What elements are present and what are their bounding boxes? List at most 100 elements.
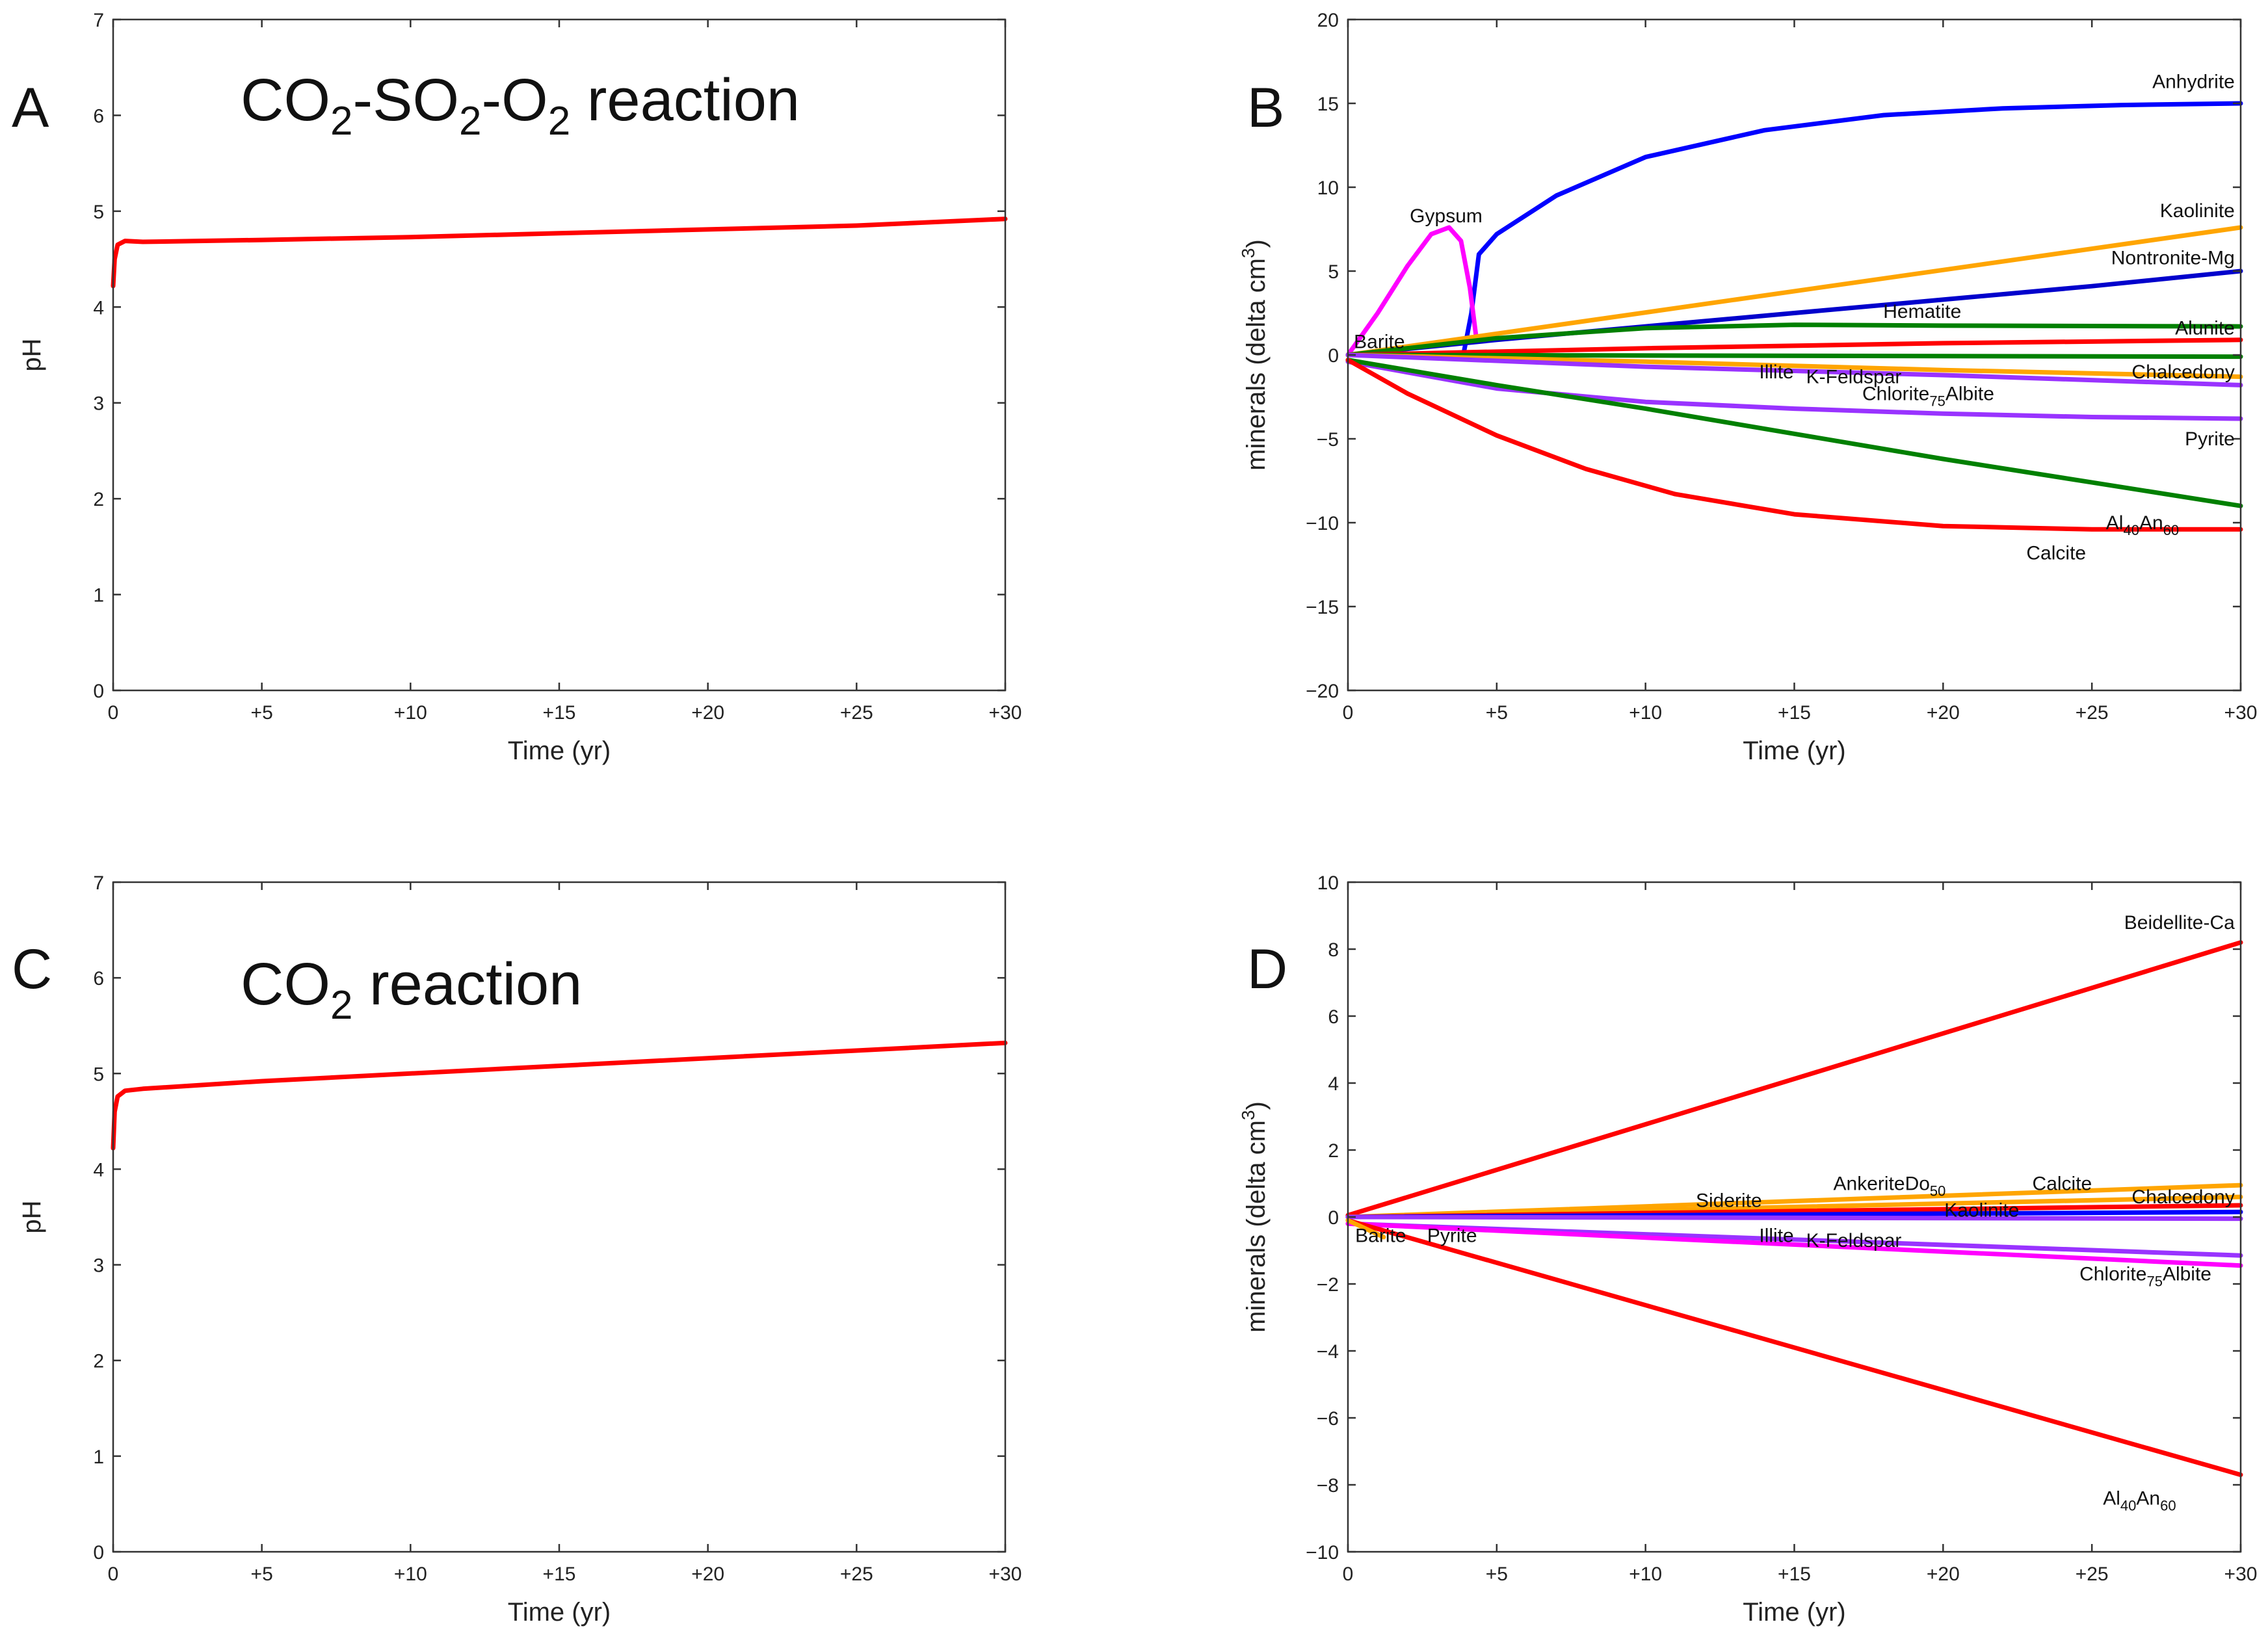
- panel-c-y-tick-label: 5: [93, 1064, 104, 1085]
- panel-b-label-hematite: Hematite: [1883, 301, 1961, 322]
- panel-c-title: CO2 reaction: [241, 951, 582, 1028]
- panel-b-series-gypsum: [1345, 225, 1479, 358]
- panel-b-label-gypsum: Gypsum: [1410, 205, 1483, 227]
- panel-c-x-tick-label: 0: [108, 1563, 119, 1585]
- panel-b-series-chalcedony: [1345, 352, 2243, 360]
- panel-d-y-tick-label: 4: [1328, 1073, 1339, 1095]
- panel-d-y-tick-label: −10: [1306, 1542, 1339, 1563]
- panel-d-x-tick-label: +20: [1927, 1563, 1960, 1585]
- panel-d-y-tick-label: 6: [1328, 1006, 1339, 1028]
- panel-b-y-axis-label: minerals (delta cm3): [1238, 239, 1271, 471]
- panel-letter-b: B: [1247, 77, 1284, 139]
- panel-d-label-chalcedony: Chalcedony: [2131, 1186, 2234, 1208]
- panel-letter-c: C: [12, 938, 52, 1001]
- panel-b-y-tick-label: 10: [1317, 177, 1339, 199]
- panel-d-x-tick-label: +5: [1486, 1563, 1508, 1585]
- panel-b-minerals-co2-so2-o2: B 0 +5 +10 +15 +20 +25 +30 −20 −15 −10 −5 0 5 10 15 20 T…: [1238, 10, 2257, 765]
- panel-d-series-chalcedony: [1345, 1214, 2243, 1222]
- panel-d-label-kaolinite: Kaolinite: [1944, 1200, 2019, 1222]
- panel-a-title: CO2-SO2-O2 reaction: [241, 67, 800, 144]
- panel-c-series-ph: [111, 1040, 1008, 1151]
- panel-d-label-siderite: Siderite: [1696, 1190, 1762, 1211]
- panel-c-y-tick-label: 1: [93, 1446, 104, 1468]
- panel-a-ph-co2-so2-o2: A CO2-SO2-O2 reaction 0 +5 +10 +15 +20 +25 +30…: [12, 10, 1022, 765]
- panel-b-x-tick-label: +15: [1778, 702, 1811, 724]
- panel-c-x-tick-label: +10: [394, 1563, 427, 1585]
- panel-b-x-tick-label: +10: [1629, 702, 1662, 724]
- panel-a-x-tick-label: 0: [108, 702, 119, 724]
- panel-b-x-tick-label: +5: [1486, 702, 1508, 724]
- panel-a-y-tick-label: 1: [93, 585, 104, 607]
- panel-a-x-tick-label: +25: [840, 702, 873, 724]
- panel-a-x-tick-label: +5: [251, 702, 273, 724]
- panel-a-y-tick-label: 6: [93, 105, 104, 127]
- panel-c-x-axis-label: Time (yr): [508, 1598, 611, 1627]
- panel-b-label-kaolinite: Kaolinite: [2160, 200, 2235, 222]
- panel-a-series-ph: [111, 216, 1008, 289]
- panel-a-x-axis-label: Time (yr): [508, 737, 611, 765]
- panel-c-x-tick-label: +5: [251, 1563, 273, 1585]
- panel-b-x-tick-label: +25: [2076, 702, 2109, 724]
- panel-d-y-tick-label: −4: [1317, 1341, 1339, 1363]
- panel-b-label-al40an60: Al40An60: [2106, 512, 2179, 538]
- panel-d-label-k-feldspar: K-Feldspar: [1806, 1230, 1902, 1251]
- panel-c-ph-co2: C CO2 reaction 0 +5 +10 +15 +20 +25 +30 0 1 2 3 4 5 6…: [12, 872, 1022, 1627]
- panel-b-y-tick-label: 5: [1328, 261, 1339, 283]
- panel-a-y-tick-label: 3: [93, 393, 104, 415]
- panel-b-label-k-feldspar: K-Feldspar: [1806, 367, 1902, 388]
- panel-c-x-tick-label: +20: [691, 1563, 724, 1585]
- panel-d-x-tick-label: +10: [1629, 1563, 1662, 1585]
- panel-d-y-tick-label: −2: [1317, 1274, 1339, 1296]
- panel-b-series-anhydrite: [1462, 101, 2243, 354]
- panel-b-label-anhydrite: Anhydrite: [2152, 71, 2235, 92]
- panel-c-y-tick-label: 4: [93, 1159, 104, 1181]
- panel-b-x-tick-label: +20: [1927, 702, 1960, 724]
- panel-b-y-tick-label: −5: [1317, 429, 1339, 451]
- panel-d-series-beidellite-ca: [1345, 940, 2243, 1218]
- panel-c-y-tick-label: 3: [93, 1255, 104, 1277]
- panel-a-y-tick-label: 0: [93, 681, 104, 702]
- panel-c-y-axis-label: pH: [18, 1200, 46, 1233]
- panel-a-x-tick-label: +15: [543, 702, 576, 724]
- panel-b-y-tick-label: 20: [1317, 10, 1339, 31]
- panel-d-y-tick-label: 0: [1328, 1207, 1339, 1229]
- panel-d-series-k-feldspar: [1345, 1221, 2243, 1268]
- panel-b-series-albite: [1345, 352, 2243, 387]
- panel-b-label-chalcedony: Chalcedony: [2131, 361, 2234, 383]
- panel-c-y-tick-label: 2: [93, 1351, 104, 1372]
- panel-d-y-tick-label: 8: [1328, 939, 1339, 961]
- panel-b-label-illite: Illite: [1759, 361, 1793, 383]
- panel-b-y-tick-label: −10: [1306, 513, 1339, 534]
- panel-c-x-tick-label: +30: [989, 1563, 1022, 1585]
- panel-d-y-tick-label: −8: [1317, 1475, 1339, 1497]
- panel-b-label-nontronite-mg: Nontronite-Mg: [2111, 247, 2235, 268]
- panel-b-y-tick-label: −15: [1306, 597, 1339, 618]
- panel-b-y-tick-label: −20: [1306, 681, 1339, 702]
- panel-d-label-pyrite: Pyrite: [1427, 1225, 1477, 1246]
- panel-b-label-alunite: Alunite: [2175, 318, 2235, 339]
- panel-d-x-tick-label: 0: [1343, 1563, 1354, 1585]
- panel-d-label-chlorite75albite: Chlorite75Albite: [2079, 1264, 2211, 1290]
- panel-letter-a: A: [12, 77, 49, 139]
- panel-d-y-axis-label: minerals (delta cm3): [1238, 1101, 1271, 1333]
- panel-c-y-tick-label: 6: [93, 968, 104, 989]
- panel-d-minerals-co2: D 0 +5 +10 +15 +20 +25 +30 −10 −8 −6 −4 −2 0 2 4 6 8 10 Ti…: [1238, 872, 2257, 1627]
- panel-a-x-tick-label: +10: [394, 702, 427, 724]
- panel-b-y-tick-label: 15: [1317, 94, 1339, 115]
- panel-b-label-barite: Barite: [1354, 331, 1404, 352]
- panel-d-x-axis-label: Time (yr): [1743, 1598, 1845, 1627]
- panel-b-x-tick-label: 0: [1343, 702, 1354, 724]
- panel-d-y-tick-label: 10: [1317, 872, 1339, 894]
- panel-b-series-illite: [1345, 352, 2243, 379]
- panel-a-y-axis-label: pH: [18, 338, 46, 371]
- panel-b-series-al40an60: [1345, 358, 2243, 508]
- panel-d-series-al40an60: [1345, 1218, 2243, 1478]
- panel-b-label-chlorite75albite: Chlorite75Albite: [1862, 383, 1994, 409]
- panel-a-x-tick-label: +30: [989, 702, 1022, 724]
- panel-a-y-tick-label: 4: [93, 297, 104, 319]
- panel-d-y-tick-label: −6: [1317, 1408, 1339, 1430]
- panel-a-x-tick-label: +20: [691, 702, 724, 724]
- panel-b-x-tick-label: +30: [2224, 702, 2258, 724]
- panel-d-label-barite: Barite: [1355, 1225, 1406, 1246]
- panel-d-label-ankeritedo50: AnkeriteDo50: [1834, 1173, 1946, 1199]
